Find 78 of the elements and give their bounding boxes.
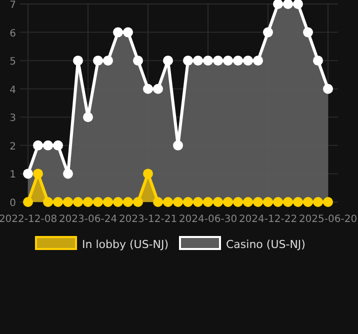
point: [273, 0, 283, 9]
y-tick-label: 3: [10, 113, 16, 124]
point: [73, 197, 83, 207]
point: [233, 197, 243, 207]
point: [253, 197, 263, 207]
point: [243, 197, 253, 207]
point: [123, 27, 133, 38]
point: [203, 197, 213, 207]
point: [33, 168, 43, 179]
point: [83, 112, 93, 122]
point: [133, 56, 143, 66]
y-tick-label: 1: [10, 170, 16, 181]
point: [23, 168, 33, 179]
point: [63, 168, 73, 179]
point: [293, 197, 303, 207]
point: [113, 27, 123, 38]
x-tick-label: 2024-06-30: [178, 214, 238, 225]
point: [183, 56, 193, 66]
point: [113, 197, 123, 207]
point: [253, 56, 263, 66]
point: [173, 140, 183, 150]
point: [163, 56, 173, 66]
y-tick-label: 4: [10, 84, 16, 96]
point: [53, 197, 63, 207]
point: [223, 197, 233, 207]
point: [203, 56, 213, 66]
point: [153, 84, 163, 94]
point: [223, 56, 233, 66]
point: [183, 197, 193, 207]
point: [273, 197, 283, 207]
point: [263, 197, 273, 207]
point: [143, 84, 153, 94]
point: [233, 56, 243, 66]
point: [173, 197, 183, 207]
point: [303, 27, 313, 38]
point: [303, 197, 313, 207]
y-tick-label: 7: [10, 0, 16, 11]
point: [313, 56, 323, 66]
point: [153, 197, 163, 207]
point: [313, 197, 323, 207]
y-tick-label: 5: [10, 56, 16, 68]
point: [93, 56, 103, 66]
x-tick-label: 2023-12-21: [118, 214, 178, 225]
point: [323, 84, 333, 94]
point: [33, 140, 43, 150]
point: [243, 56, 253, 66]
point: [293, 0, 303, 9]
x-tick-label: 2023-06-24: [58, 214, 118, 225]
point: [83, 197, 93, 207]
point: [283, 197, 293, 207]
point: [73, 56, 83, 66]
x-tick-label: 2022-12-08: [0, 214, 58, 225]
point: [133, 197, 143, 207]
y-tick-label: 6: [10, 28, 16, 40]
y-tick-label: 2: [10, 141, 16, 152]
point: [53, 140, 63, 150]
point: [323, 197, 333, 207]
point: [263, 27, 273, 38]
y-tick-label: 0: [10, 198, 16, 209]
x-tick-label: 2024-12-22: [238, 214, 298, 225]
point: [43, 140, 53, 150]
point: [213, 56, 223, 66]
point: [143, 168, 153, 179]
point: [163, 197, 173, 207]
x-tick-label: 2025-06-20: [298, 214, 358, 225]
point: [23, 197, 33, 207]
legend-label: In lobby (US-NJ): [82, 238, 169, 251]
legend-label: Casino (US-NJ): [226, 238, 306, 251]
point: [283, 0, 293, 9]
point: [103, 56, 113, 66]
point: [193, 56, 203, 66]
point: [63, 197, 73, 207]
point: [103, 197, 113, 207]
point: [213, 197, 223, 207]
point: [43, 197, 53, 207]
point: [93, 197, 103, 207]
point: [193, 197, 203, 207]
point: [123, 197, 133, 207]
